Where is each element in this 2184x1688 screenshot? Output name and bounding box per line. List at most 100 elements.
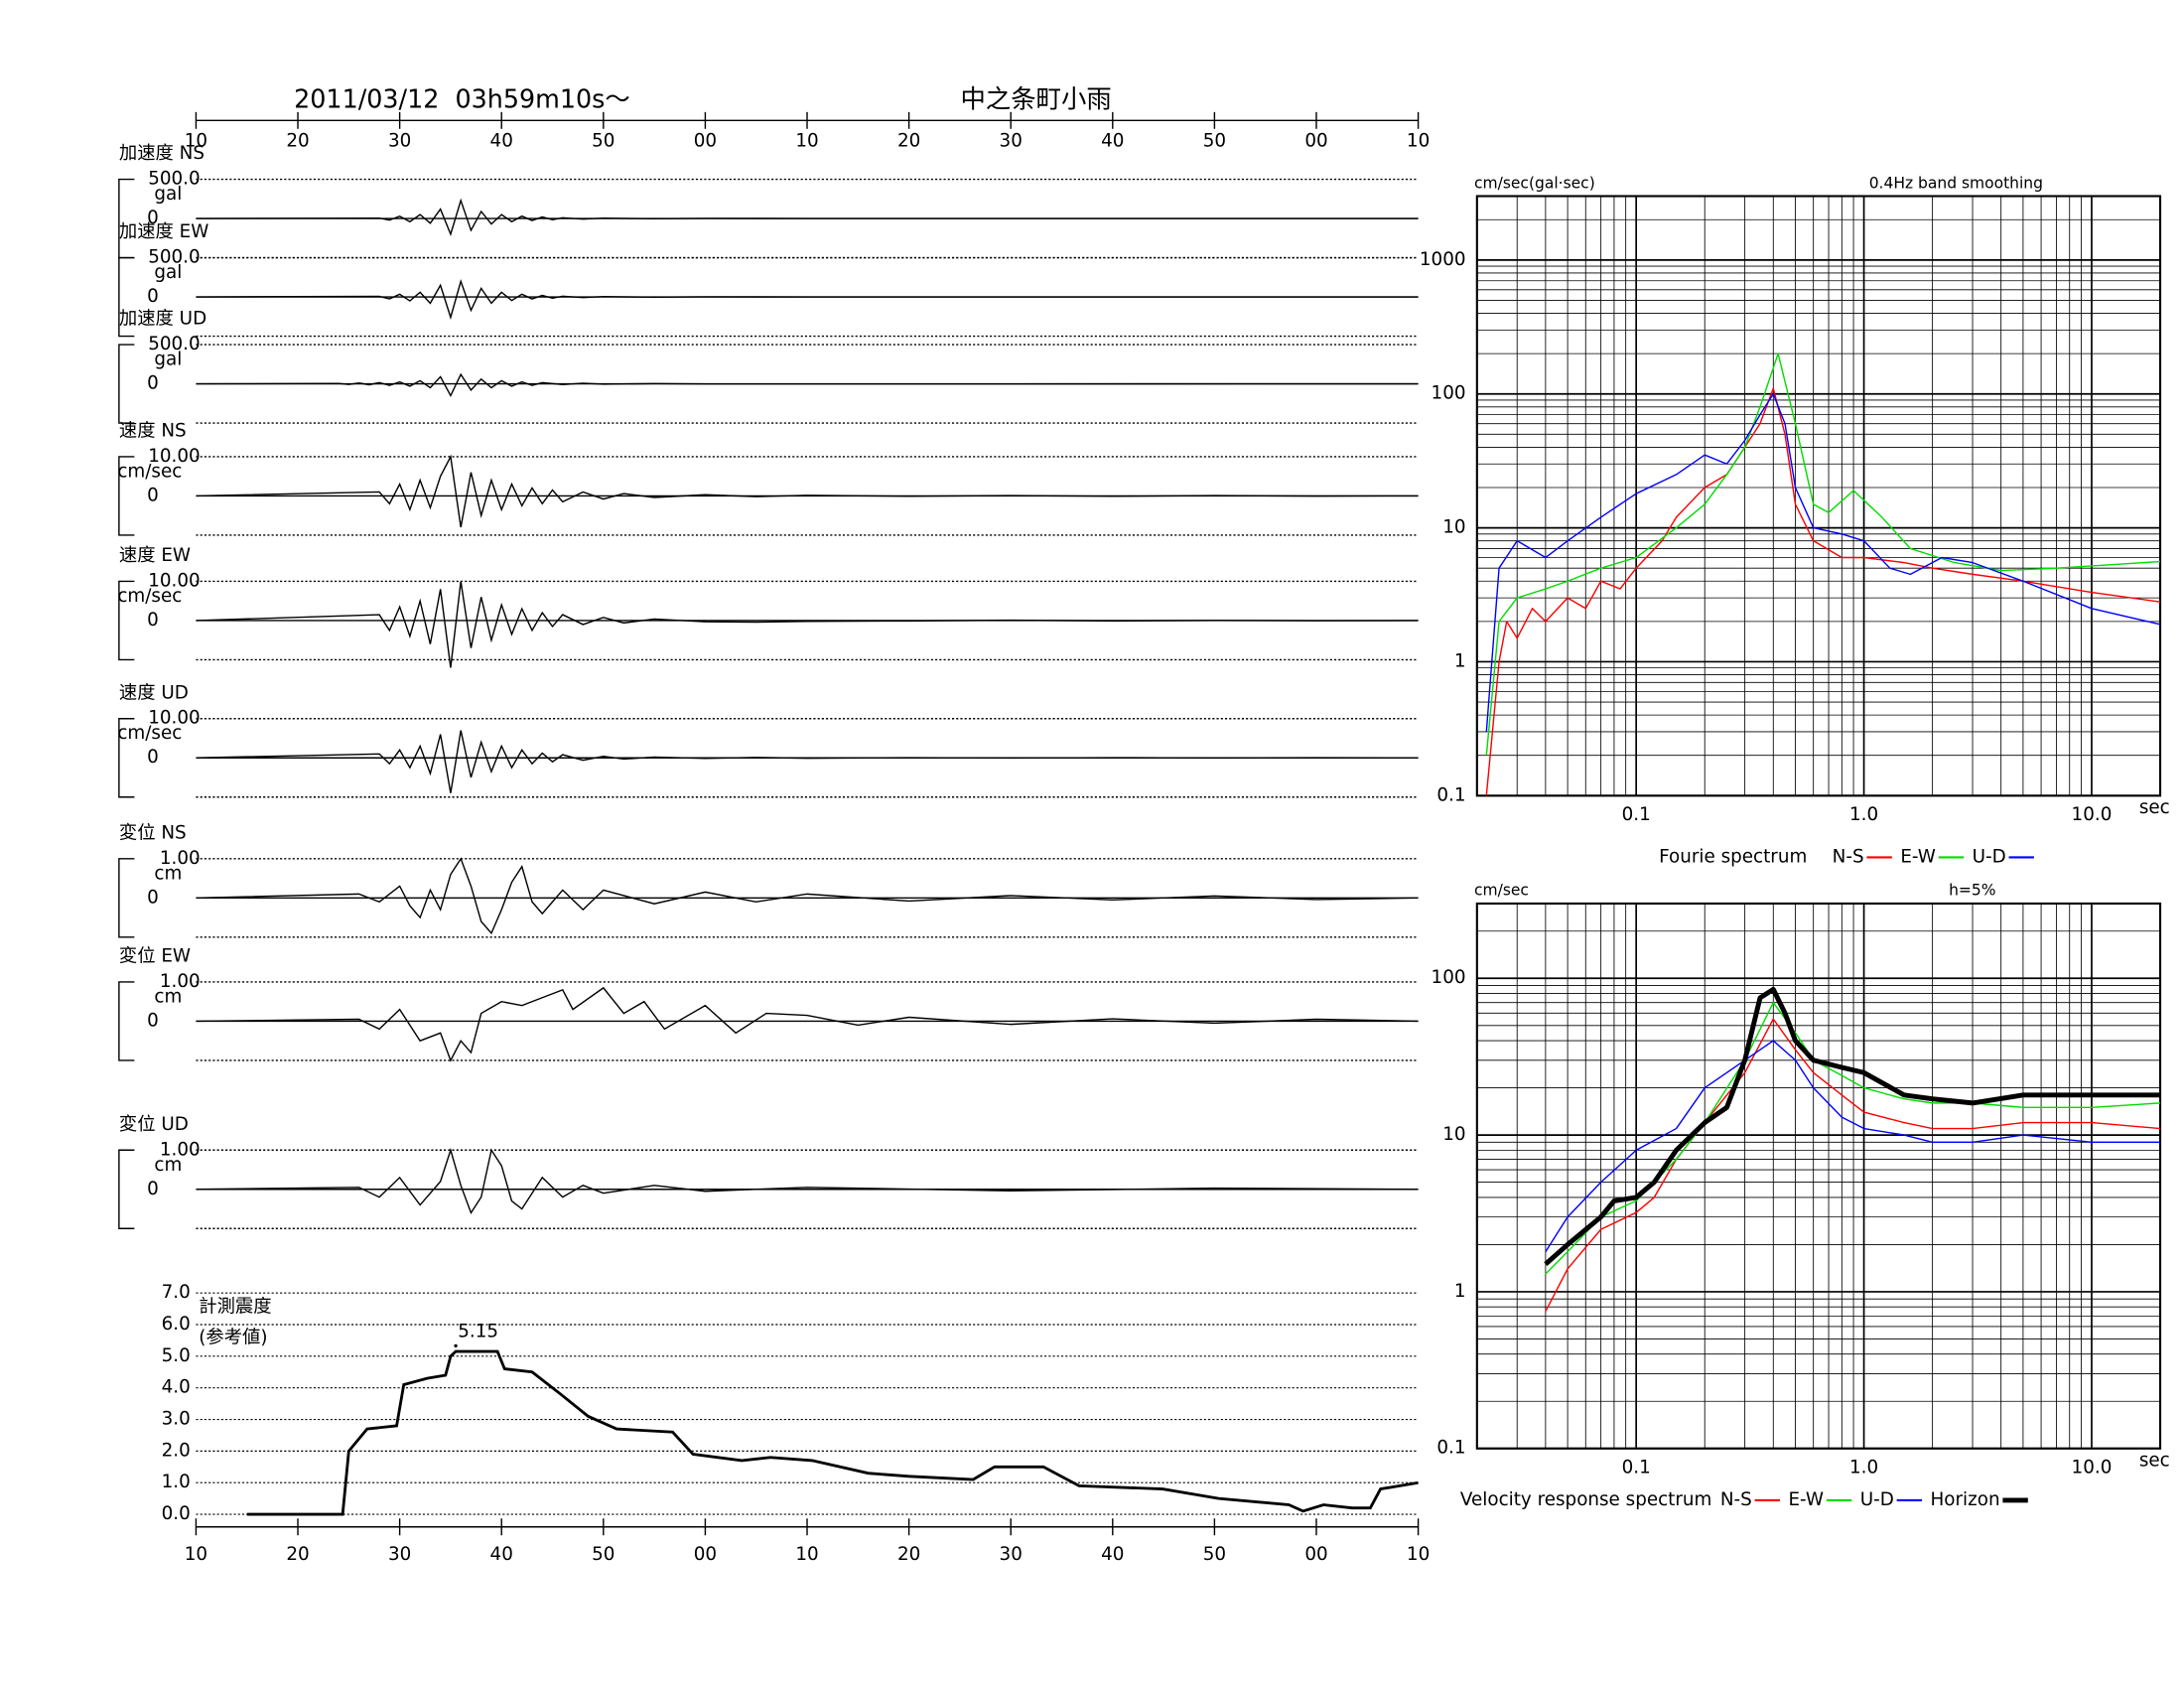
spectrum-line <box>1545 1002 2161 1275</box>
y-tick-label: 0 <box>147 1179 159 1199</box>
legend-label: U-D <box>1860 1489 1894 1510</box>
y-tick-label: 7.0 <box>162 1282 191 1303</box>
y-tick-label: 100 <box>1432 383 1466 404</box>
x-tick-label: 30 <box>1000 1544 1023 1565</box>
spectrum-line <box>1485 352 2161 756</box>
x-tick-label: 50 <box>592 130 614 151</box>
x-tick-label: 1.0 <box>1849 804 1878 825</box>
y-tick-label: 100 <box>1432 967 1466 988</box>
y-tick-label: 500.0 <box>148 334 200 354</box>
legend-label: N-S <box>1833 846 1864 867</box>
x-tick-label: 10.0 <box>2072 1458 2113 1478</box>
x-tick-label: 20 <box>286 130 309 151</box>
x-tick-label: 30 <box>388 130 411 151</box>
panel-title: 速度 UD <box>119 682 189 703</box>
x-tick-label: 10 <box>185 130 207 151</box>
legend-label: E-W <box>1900 846 1936 867</box>
y-tick-label: 4.0 <box>162 1377 191 1398</box>
waveform-trace <box>196 278 1419 321</box>
waveform-trace <box>196 857 1419 935</box>
record-date: 2011/03/12 03h59m10s〜 <box>294 84 630 114</box>
y-tick-label: 0 <box>147 485 159 505</box>
legend-title: Velocity response spectrum <box>1460 1489 1711 1510</box>
spectrum-line <box>1545 1018 2161 1312</box>
y-tick-label: 500.0 <box>148 247 200 268</box>
x-tick-label: 40 <box>490 130 513 151</box>
waveform-trace <box>196 372 1419 397</box>
panel-title: 変位 NS <box>119 822 187 843</box>
intensity-line <box>246 1349 1419 1516</box>
y-tick-label: 5.0 <box>162 1345 191 1366</box>
legend-label: E-W <box>1788 1489 1824 1510</box>
y-tick-label: 2.0 <box>162 1440 191 1461</box>
y-tick-label: 10 <box>1442 1124 1465 1145</box>
panel-title: 変位 EW <box>119 946 191 967</box>
station-name: 中之条町小雨 <box>960 84 1111 114</box>
panel-bracket <box>118 344 135 424</box>
unit-label: cm/sec <box>117 461 182 482</box>
legend-label: U-D <box>1973 846 2006 867</box>
unit-label: cm <box>154 986 182 1007</box>
peak-marker <box>454 1343 458 1348</box>
y-tick-label: 0 <box>147 610 159 631</box>
x-tick-label: 10 <box>795 130 818 151</box>
y-tick-label: 1.00 <box>160 848 201 869</box>
y-axis-label: cm/sec(gal·sec) <box>1474 174 1595 192</box>
panel-title: 加速度 NS <box>119 143 205 164</box>
panel-bracket <box>118 718 135 798</box>
x-tick-label: 30 <box>388 1544 411 1565</box>
y-tick-label: 10.00 <box>148 446 200 467</box>
legend-label: Horizon <box>1931 1489 2000 1510</box>
y-tick-label: 1.00 <box>160 971 201 992</box>
panel-title: 加速度 UD <box>119 309 206 330</box>
y-tick-label: 0 <box>147 1010 159 1031</box>
x-tick-label: 40 <box>1101 1544 1124 1565</box>
x-tick-label: 0.1 <box>1622 1458 1651 1478</box>
unit-label: gal <box>154 184 182 205</box>
y-tick-label: 10.00 <box>148 708 200 729</box>
y-tick-label: 6.0 <box>162 1314 191 1335</box>
waveform-trace <box>196 730 1419 793</box>
y-tick-label: 0 <box>147 286 159 307</box>
y-tick-label: 0 <box>147 208 159 228</box>
unit-label: cm <box>154 863 182 884</box>
x-tick-label: 20 <box>897 130 920 151</box>
x-tick-label: 10 <box>795 1544 818 1565</box>
y-tick-label: 0.0 <box>162 1503 191 1524</box>
waveform-trace <box>196 198 1419 236</box>
x-tick-label: 40 <box>1101 130 1124 151</box>
y-tick-label: 0.1 <box>1436 1438 1465 1459</box>
x-tick-label: 40 <box>490 1544 513 1565</box>
panel-title: 速度 NS <box>119 421 187 442</box>
x-tick-label: 10 <box>185 1544 207 1565</box>
y-tick-label: 3.0 <box>162 1409 191 1430</box>
x-tick-label: 20 <box>286 1544 309 1565</box>
x-tick-label: 10 <box>1407 130 1430 151</box>
chart-title: 計測震度 <box>199 1296 271 1317</box>
x-tick-label: 00 <box>694 1544 717 1565</box>
spectrum-line <box>1485 393 2161 733</box>
plot-frame <box>1475 902 2162 1450</box>
y-tick-label: 1 <box>1454 1281 1466 1302</box>
spectrum-line <box>1485 387 2161 796</box>
unit-label: cm/sec <box>117 586 182 607</box>
panel-title: 加速度 EW <box>119 221 208 242</box>
plot-frame <box>1475 195 2162 797</box>
waveform-trace <box>196 1147 1419 1215</box>
y-tick-label: 0.1 <box>1436 784 1465 805</box>
panel-bracket <box>118 858 135 938</box>
waveform-trace <box>196 986 1419 1062</box>
y-tick-label: 500.0 <box>148 169 200 190</box>
spectrum-line <box>1544 986 2161 1266</box>
panel-bracket <box>118 456 135 536</box>
y-tick-label: 0 <box>147 887 159 908</box>
x-tick-label: 50 <box>592 1544 614 1565</box>
unit-label: cm <box>154 1155 182 1176</box>
x-tick-label: 1.0 <box>1849 1458 1878 1478</box>
x-tick-label: 30 <box>1000 130 1023 151</box>
panel-bracket <box>118 256 135 338</box>
y-tick-label: 0 <box>147 747 159 768</box>
plot-note: h=5% <box>1949 882 1995 900</box>
legend-label: N-S <box>1720 1489 1752 1510</box>
